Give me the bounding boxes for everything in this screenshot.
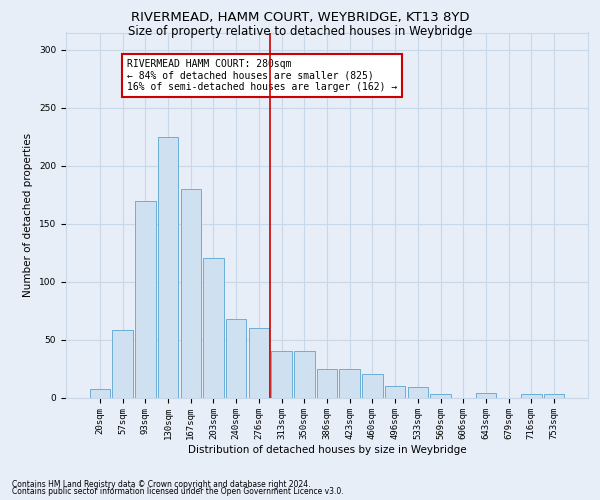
- Bar: [476, 393, 496, 398]
- Text: Size of property relative to detached houses in Weybridge: Size of property relative to detached ho…: [128, 25, 472, 38]
- Bar: [544, 394, 564, 398]
- Bar: [181, 189, 201, 398]
- Bar: [385, 386, 406, 398]
- Bar: [340, 368, 360, 398]
- Bar: [407, 387, 428, 398]
- Bar: [317, 368, 337, 398]
- Bar: [90, 390, 110, 398]
- Bar: [135, 200, 155, 398]
- Text: RIVERMEAD HAMM COURT: 280sqm
← 84% of detached houses are smaller (825)
16% of s: RIVERMEAD HAMM COURT: 280sqm ← 84% of de…: [127, 59, 397, 92]
- Bar: [112, 330, 133, 398]
- Bar: [203, 258, 224, 398]
- Bar: [271, 351, 292, 398]
- Bar: [430, 394, 451, 398]
- Bar: [226, 318, 247, 398]
- Bar: [158, 137, 178, 398]
- Bar: [248, 328, 269, 398]
- Y-axis label: Number of detached properties: Number of detached properties: [23, 133, 34, 297]
- Bar: [521, 394, 542, 398]
- Bar: [362, 374, 383, 398]
- Text: RIVERMEAD, HAMM COURT, WEYBRIDGE, KT13 8YD: RIVERMEAD, HAMM COURT, WEYBRIDGE, KT13 8…: [131, 12, 469, 24]
- Text: Contains public sector information licensed under the Open Government Licence v3: Contains public sector information licen…: [12, 487, 344, 496]
- Text: Contains HM Land Registry data © Crown copyright and database right 2024.: Contains HM Land Registry data © Crown c…: [12, 480, 311, 489]
- Bar: [294, 351, 314, 398]
- X-axis label: Distribution of detached houses by size in Weybridge: Distribution of detached houses by size …: [188, 445, 466, 455]
